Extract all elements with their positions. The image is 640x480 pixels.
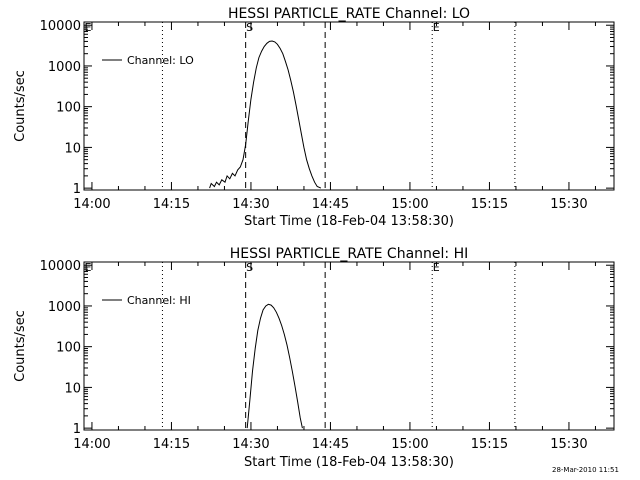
hi-x-tick-label: 14:00 (73, 437, 110, 452)
hi-marker-label-e: E (85, 261, 92, 274)
lo-y-tick-label: 1 (73, 182, 81, 197)
hi-y-tick-label: 100 (56, 341, 81, 356)
lo-series-line (209, 40, 322, 189)
hi-y-tick-label: 10000 (40, 259, 81, 274)
hi-marker-label-s: S (246, 261, 253, 274)
lo-marker-label-s: S (246, 21, 253, 34)
hi-x-axis-label: Start Time (18-Feb-04 13:58:30) (244, 455, 454, 470)
lo-y-tick-label: 10 (64, 141, 81, 156)
lo-plot-frame (83, 21, 615, 191)
lo-marker-label-e: E (85, 21, 92, 34)
lo-x-tick-label: 14:30 (232, 197, 269, 212)
hi-x-tick-label: 15:00 (391, 437, 428, 452)
hi-y-tick-label: 1 (73, 422, 81, 437)
hi-marker-label-e: E (433, 261, 440, 274)
hi-x-tick-label: 14:30 (232, 437, 269, 452)
lo-legend-label: Channel: LO (127, 54, 194, 67)
hi-x-tick-label: 15:15 (471, 437, 508, 452)
timestamp-label: 28-Mar-2010 11:51 (552, 466, 619, 474)
lo-x-tick-label: 14:00 (73, 197, 110, 212)
hi-y-axis-label: Counts/sec (13, 310, 28, 382)
lo-marker-label-e: E (433, 21, 440, 34)
lo-x-tick-label: 15:00 (391, 197, 428, 212)
hi-y-tick-label: 1000 (48, 300, 81, 315)
hi-x-tick-label: 15:30 (550, 437, 587, 452)
lo-y-tick-label: 100 (56, 101, 81, 116)
lo-x-tick-label: 14:45 (312, 197, 349, 212)
hi-series-line (246, 303, 303, 429)
lo-x-tick-label: 15:15 (471, 197, 508, 212)
lo-x-tick-label: 15:30 (550, 197, 587, 212)
lo-x-tick-label: 14:15 (153, 197, 190, 212)
lo-x-axis-label: Start Time (18-Feb-04 13:58:30) (244, 214, 454, 229)
lo-y-tick-label: 10000 (40, 19, 81, 34)
lo-y-axis-label: Counts/sec (13, 70, 28, 142)
hi-y-tick-label: 10 (64, 381, 81, 396)
lo-chart-title: HESSI PARTICLE_RATE Channel: LO (228, 6, 470, 22)
hi-chart-title: HESSI PARTICLE_RATE Channel: HI (230, 246, 468, 262)
hi-x-tick-label: 14:15 (153, 437, 190, 452)
lo-y-tick-label: 1000 (48, 60, 81, 75)
hi-legend-label: Channel: HI (127, 294, 191, 307)
hi-plot-frame (83, 261, 615, 431)
hi-x-tick-label: 14:45 (312, 437, 349, 452)
